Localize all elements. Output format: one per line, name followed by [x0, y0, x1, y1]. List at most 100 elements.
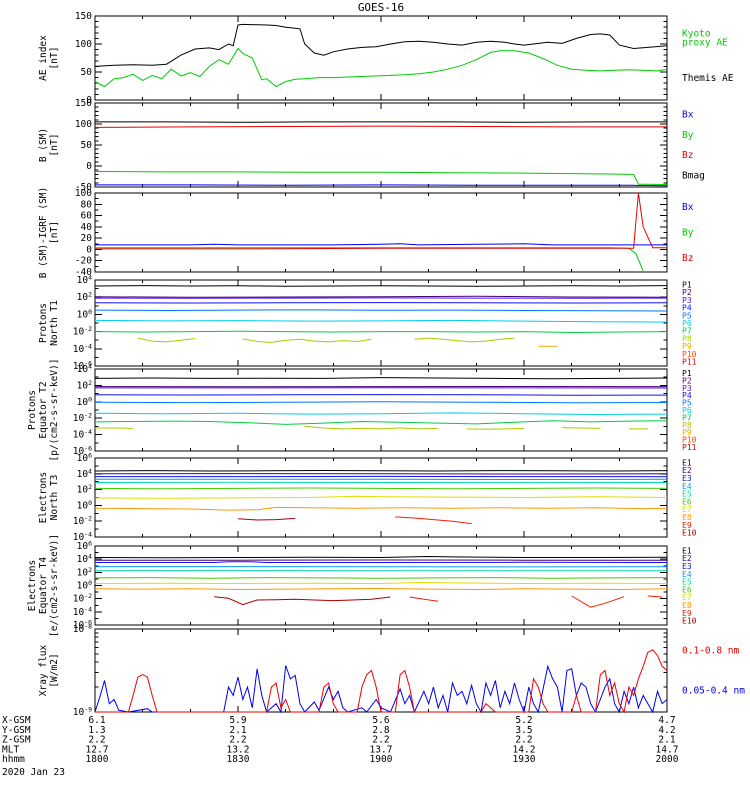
footer-x-gsm-value: 5.9: [229, 715, 246, 726]
ae-index-axis-title: AE index: [38, 35, 49, 81]
protons-equator-t2-legend-p4: P4: [682, 391, 692, 400]
protons-north-t1-frame: [94, 279, 668, 367]
protons-equator-t2-y-ticklabel: 104: [77, 363, 92, 376]
protons-equator-t2-y-ticklabel: 10-4: [73, 428, 92, 441]
b-sm-igrf-y-ticklabel: 80: [81, 199, 93, 210]
electrons-north-t3-series-e6: [94, 487, 668, 490]
xray-flux-legend-0.05-0.4-nm: 0.05-0.4 nm: [682, 685, 745, 696]
footer-y-gsm-value: 2.8: [372, 725, 389, 736]
electrons-north-t3-y-ticklabel: 102: [77, 483, 92, 496]
b-sm-igrf-legend-by: By: [682, 228, 694, 239]
b-sm-y-ticklabel: 50: [81, 140, 93, 151]
electrons-equator-t4-y-ticklabel: 102: [77, 566, 92, 579]
electrons-north-t3-axis-title: North T3: [49, 475, 60, 521]
protons-north-t1-series-p6: [94, 319, 668, 323]
protons-north-t1-legend-p11: P11: [682, 358, 697, 367]
protons-equator-t2-series-p8: [466, 427, 525, 430]
b-sm-y-ticklabel: -50: [75, 182, 92, 193]
protons-equator-t2-series-p8: [562, 427, 601, 429]
protons-north-t1-series-p8: [414, 337, 515, 343]
footer-row-label-z-gsm: Z-GSM: [2, 735, 31, 746]
protons-north-t1-legend-p3: P3: [682, 296, 692, 305]
electrons-equator-t4-series-e9: [409, 596, 439, 602]
electrons-north-t3-legend-e9: E9: [682, 521, 692, 530]
protons-equator-t2-legend-p7: P7: [682, 413, 692, 422]
b-sm-igrf-axis-title: B (SM)-IGRF (SM): [38, 187, 49, 279]
electrons-north-t3-legend-e3: E3: [682, 474, 692, 483]
b-sm-axis-title: B (SM): [38, 128, 49, 162]
b-sm-axis-title: [nT]: [49, 134, 60, 157]
b-sm-frame: [94, 102, 668, 188]
ae-index-y-ticklabel: 150: [75, 11, 92, 22]
electrons-equator-t4-legend-e6: E6: [682, 585, 692, 594]
b-sm-igrf-series-bx: [95, 243, 667, 246]
xray-flux-legend-0.1-0.8-nm: 0.1-0.8 nm: [682, 646, 739, 657]
b-sm-igrf-y-ticklabel: -40: [75, 267, 92, 278]
footer-y-gsm-value: 3.5: [515, 725, 532, 736]
ae-index-series-themis-ae: [94, 23, 668, 67]
electrons-equator-t4-legend-e4: E4: [682, 570, 692, 579]
electrons-equator-t4-y-ticklabel: 10-4: [73, 605, 92, 618]
b-sm-igrf-legend-bz: Bz: [682, 253, 693, 264]
b-sm-igrf-frame: [94, 192, 668, 273]
electrons-north-t3-series-e8: [94, 506, 668, 511]
protons-north-t1-y-ticklabel: 102: [77, 291, 92, 304]
ae-index-frame: [94, 15, 668, 101]
electrons-equator-t4-legend-e10: E10: [682, 617, 697, 626]
electrons-equator-t4-series-e10: [214, 596, 391, 606]
b-sm-igrf-y-ticklabel: 40: [81, 222, 93, 233]
b-sm-legend-bz: Bz: [682, 150, 693, 161]
protons-equator-t2-series-p8: [304, 425, 439, 430]
footer-mlt-value: 12.7: [86, 744, 109, 755]
electrons-north-t3-series-e1: [94, 469, 668, 472]
protons-north-t1-legend-p10: P10: [682, 350, 697, 359]
protons-equator-t2-legend-p9: P9: [682, 428, 692, 437]
protons-equator-t2-series-p6: [94, 412, 668, 416]
footer-z-gsm-value: 2.2: [229, 735, 246, 746]
protons-equator-t2-y-ticklabel: 102: [77, 379, 92, 392]
electrons-equator-t4-y-ticklabel: 104: [77, 553, 92, 566]
protons-north-t1-series-p2: [94, 295, 668, 298]
electrons-equator-t4-axis-title: Electrons: [27, 560, 38, 611]
electrons-north-t3-legend-e2: E2: [682, 466, 692, 475]
electrons-north-t3-y-ticklabel: 100: [77, 499, 92, 512]
protons-equator-t2-legend-p2: P2: [682, 376, 692, 385]
protons-equator-t2-frame: [94, 368, 668, 452]
xray-flux-frame: [94, 628, 668, 713]
footer-y-gsm-value: 1.3: [88, 725, 105, 736]
protons-equator-t2-legend-p3: P3: [682, 384, 692, 393]
electrons-equator-t4-series-e9: [571, 595, 625, 608]
footer-z-gsm-value: 2.2: [372, 735, 389, 746]
footer-row-label-mlt: MLT: [2, 744, 19, 755]
footer-mlt-value: 14.2: [513, 744, 536, 755]
b-sm-y-ticklabel: 100: [75, 119, 92, 130]
protons-north-t1-y-ticklabel: 10-4: [73, 342, 92, 355]
protons-equator-t2-axis-title: [p/(cm2-s-sr-keV)]: [49, 359, 60, 462]
protons-north-t1-legend-p8: P8: [682, 334, 692, 343]
protons-equator-t2-series-p1: [94, 377, 668, 380]
b-sm-y-ticklabel: 0: [86, 161, 92, 172]
protons-equator-t2-series-p5: [94, 401, 668, 404]
footer-row-label-hhmm: hhmm: [2, 754, 25, 765]
electrons-equator-t4-y-ticklabel: 10-6: [73, 619, 92, 632]
electrons-north-t3-legend-e7: E7: [682, 505, 692, 514]
footer-hhmm-value: 2000: [656, 754, 679, 765]
electrons-north-t3-legend-e4: E4: [682, 482, 692, 491]
ae-index-legend-kyoto-proxy-ae: Kyoto: [682, 29, 711, 40]
protons-equator-t2-series-p4: [94, 394, 668, 396]
protons-north-t1-legend-p4: P4: [682, 304, 692, 313]
protons-equator-t2-legend-p5: P5: [682, 399, 692, 408]
protons-north-t1-legend-p9: P9: [682, 342, 692, 351]
b-sm-igrf-y-ticklabel: 20: [81, 233, 93, 244]
footer-mlt-value: 14.7: [656, 744, 679, 755]
b-sm-igrf-series-by: [95, 247, 644, 272]
page-title: GOES-16: [358, 1, 404, 14]
xray-flux-axis-title: [W/m2]: [49, 653, 60, 687]
electrons-equator-t4-legend-e7: E7: [682, 593, 692, 602]
protons-equator-t2-y-ticklabel: 10-2: [73, 412, 92, 425]
protons-north-t1-legend-p1: P1: [682, 280, 692, 289]
electrons-equator-t4-axis-title: Equator T4: [38, 557, 49, 614]
ae-index-y-ticklabel: 0: [86, 95, 92, 106]
electrons-equator-t4-legend-e1: E1: [682, 546, 692, 555]
